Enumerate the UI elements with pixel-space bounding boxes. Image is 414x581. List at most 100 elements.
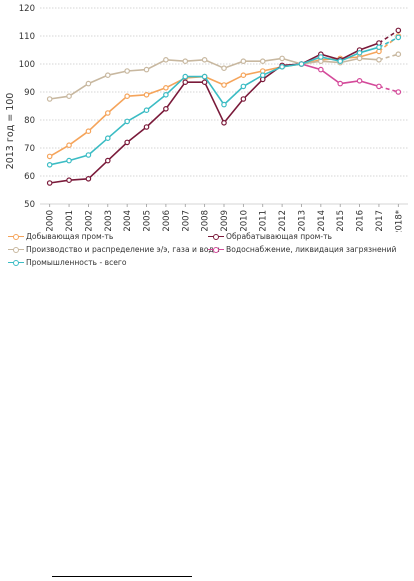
data-point [66,142,72,149]
series-line [49,46,380,166]
data-point [182,58,189,65]
data-point [182,79,189,86]
data-point [104,135,111,142]
data-point [221,120,227,126]
legend-item-industry-total: Промышленность - всего [8,258,127,267]
y-tick-label: 100 [19,60,35,70]
data-point [259,58,266,65]
legend-item-mining: Добывающая пром-ть [8,232,113,241]
footnote-divider [52,576,192,577]
data-point [376,44,382,51]
data-point [163,85,169,91]
data-point [395,27,402,34]
legend-swatch-water [208,246,224,254]
data-point [143,107,150,114]
data-point [318,54,324,60]
legend-swatch-industry-total [8,259,24,267]
data-point [337,80,344,87]
data-point [163,106,169,112]
data-point [298,61,305,67]
x-tick-label: 2007 [181,210,191,232]
data-point [201,79,208,86]
y-axis: 50 60 70 80 90 100 110 120 [19,4,35,210]
series-0 [46,33,402,160]
series-forecast-line [378,53,399,61]
legend-item-utilities: Производство и распределение э/э, газа и… [8,245,220,254]
x-tick-label: 2005 [143,210,153,232]
data-point [395,51,402,58]
series-line [49,50,380,158]
data-point [356,78,363,84]
data-point [259,72,266,79]
data-point [104,110,111,116]
data-point [46,96,53,102]
x-tick-label: 2000 [46,210,56,232]
x-tick-label: 2003 [104,210,114,232]
data-point [279,64,285,70]
data-point [201,73,208,80]
y-tick-label: 110 [19,32,35,42]
data-point [143,92,150,98]
x-tick-label: 2010 [239,210,249,232]
data-point [46,153,53,160]
data-point [240,83,247,90]
x-tick-label: 2006 [162,210,172,232]
data-point [240,72,247,79]
data-point [85,152,92,158]
y-tick-label: 90 [24,88,35,98]
x-axis: 2000 2001 2002 2003 2004 2005 2006 2007 2008 2009… [46,204,404,232]
data-point [395,34,402,41]
x-tick-label: 2001 [65,210,75,232]
y-tick-label: 60 [24,172,35,182]
data-point [240,58,247,65]
data-point [124,139,130,146]
x-tick-label: 2002 [84,210,94,232]
y-tick-label: 50 [24,200,35,210]
x-tick-label: 2017 [375,210,385,232]
data-point [163,56,169,63]
legend-swatch-manufacturing [208,233,224,241]
legend-item-manufacturing: Обрабатывающая пром-ть [208,232,332,241]
data-point [376,83,382,90]
data-point [201,56,208,63]
data-point [337,58,344,65]
data-point [376,56,382,63]
data-point [221,82,227,88]
x-tick-label: 2009 [220,210,230,232]
x-tick-label: 2018* [394,210,404,232]
data-point [143,124,150,130]
data-point [124,118,130,125]
series-3 [298,61,402,95]
series-4 [46,34,402,168]
data-point [124,68,130,74]
data-point [221,101,227,108]
x-tick-label: 2016 [356,210,366,232]
series-line [49,57,380,100]
legend-swatch-mining [8,233,24,241]
y-tick-label: 120 [19,4,35,14]
series-forecast-line [378,85,399,93]
data-point [221,65,227,72]
data-point [85,176,92,182]
data-point [279,55,285,62]
x-tick-label: 2013 [297,210,307,232]
legend-label-manufacturing: Обрабатывающая пром-ть [226,232,332,241]
y-tick-label: 80 [24,116,35,126]
x-tick-label: 2004 [123,210,133,232]
legend-label-water: Водоснабжение, ликвидация загрязнений [226,245,397,254]
legend-label-industry-total: Промышленность - всего [26,258,127,267]
series-forecast-line [378,35,399,53]
data-point [240,96,247,102]
y-axis-label: 2013 год = 100 [5,93,16,170]
data-point [66,157,72,164]
data-point [104,72,111,79]
data-point [66,93,72,100]
legend-label-mining: Добывающая пром-ть [26,232,114,241]
legend-label-utilities: Производство и распределение э/э, газа и… [26,245,220,254]
data-point [318,66,324,73]
data-point [46,180,53,186]
series-forecast-line [378,36,399,48]
y-tick-label: 70 [24,144,35,154]
data-point [85,80,92,87]
data-point [356,49,363,56]
